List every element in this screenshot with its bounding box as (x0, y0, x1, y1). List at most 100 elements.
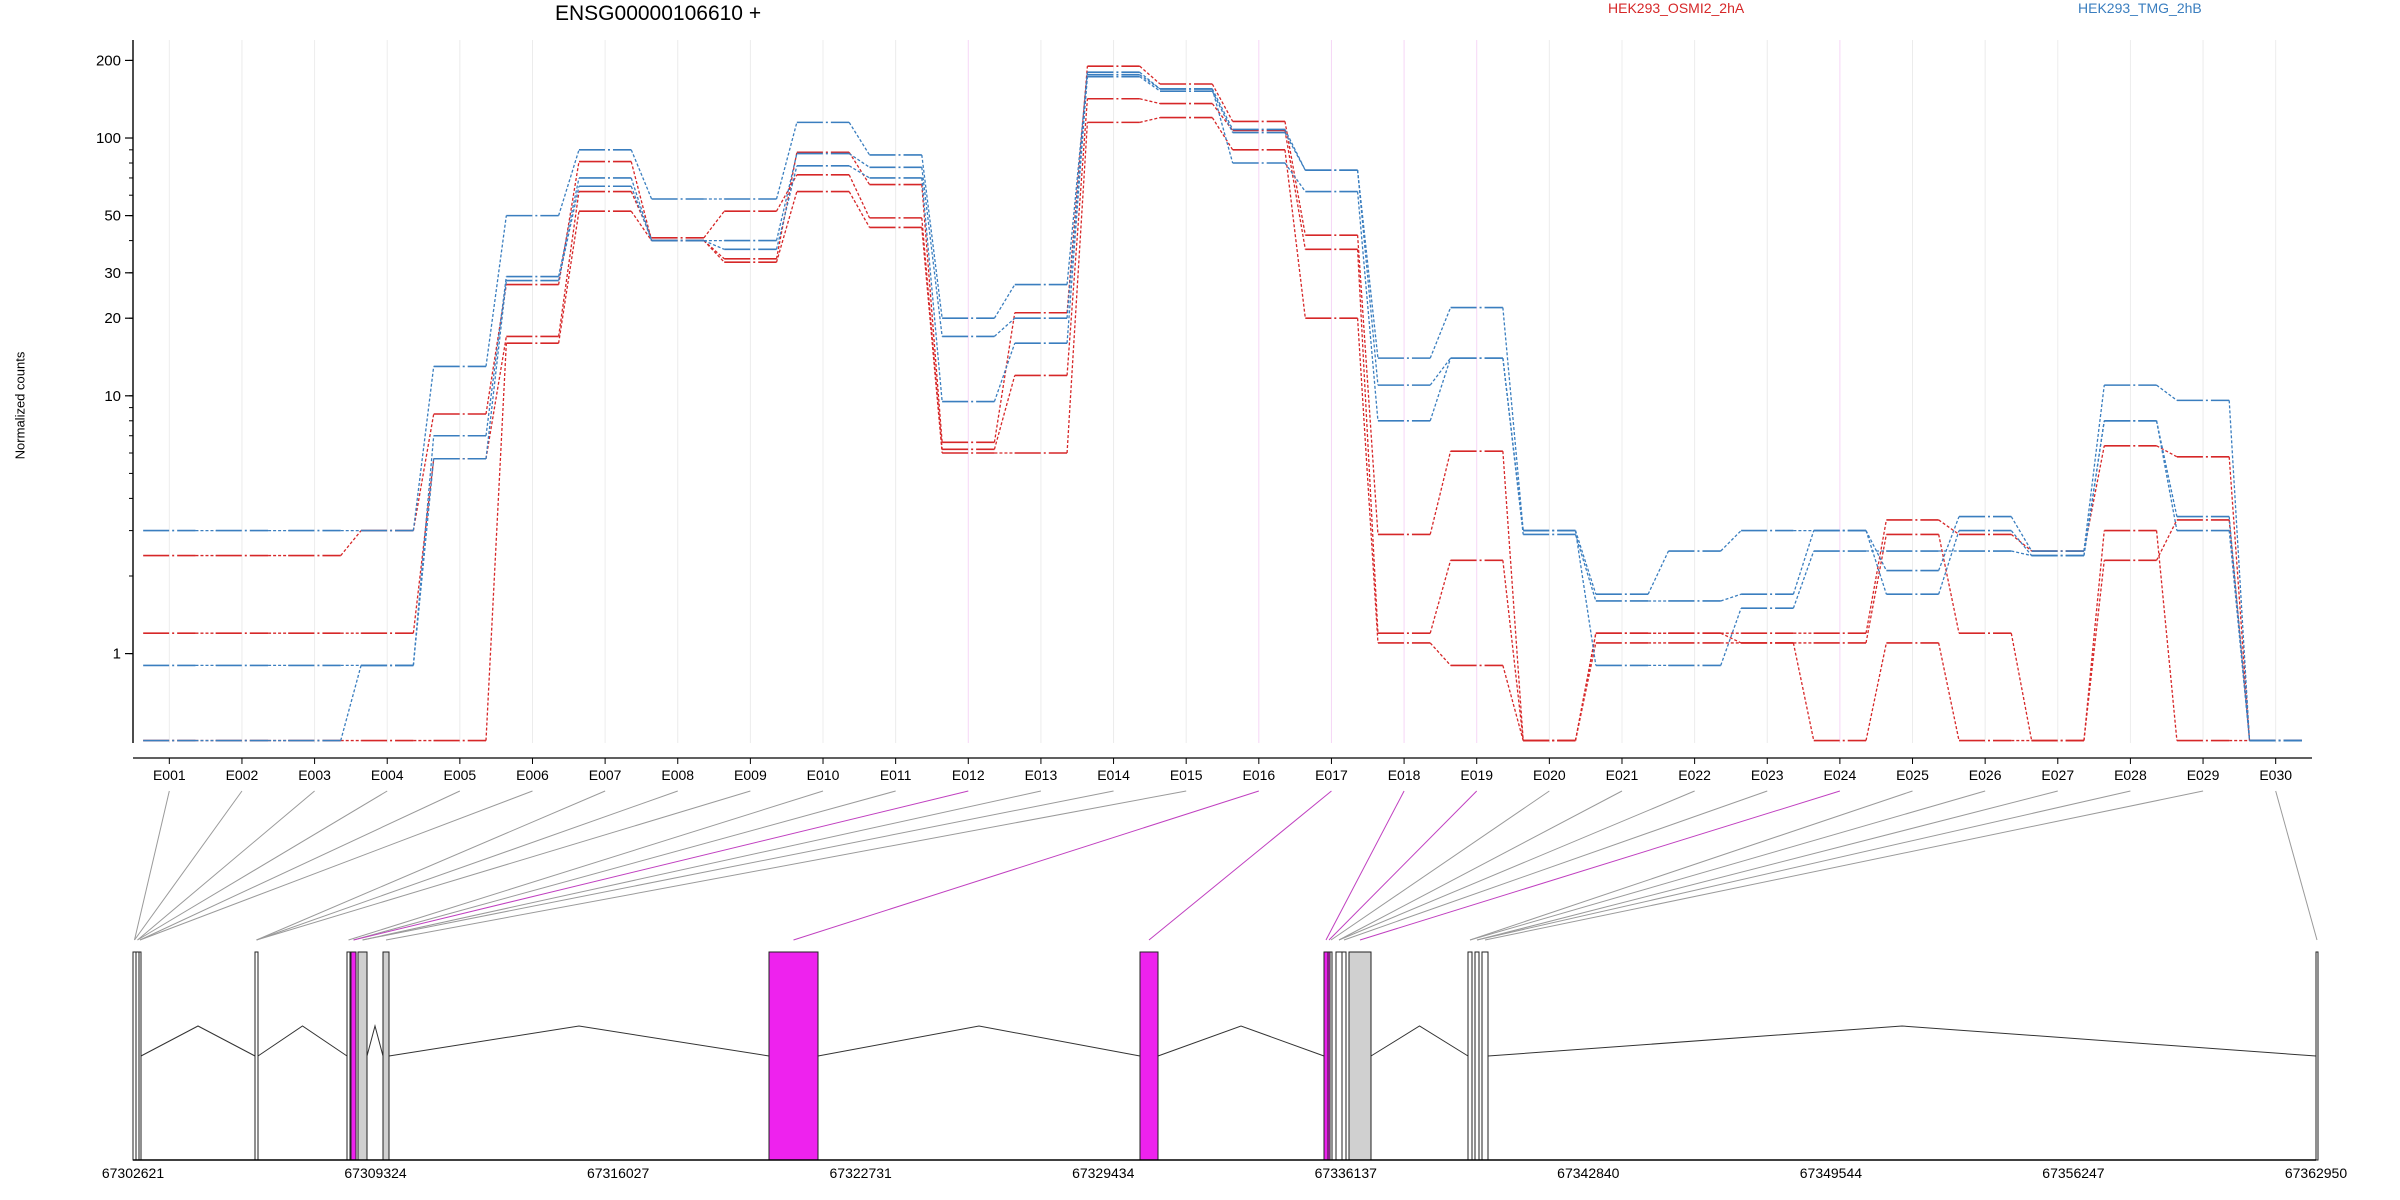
x-tick-label: E003 (298, 767, 331, 783)
count-transition (993, 317, 1016, 337)
exon-connector (1148, 790, 1332, 941)
count-transition (1938, 516, 1960, 571)
count-transition (2228, 456, 2251, 741)
y-tick-label: 100 (96, 130, 121, 147)
count-transition (775, 191, 798, 263)
genome-tick-label: 67329434 (1072, 1165, 1135, 1181)
count-transition (1284, 121, 1306, 236)
count-transition (1720, 607, 1742, 666)
y-tick-label: 50 (104, 208, 121, 225)
count-transition (2010, 633, 2033, 741)
y-tick-label: 200 (96, 52, 121, 69)
count-transition (1574, 642, 1597, 741)
count-transition (1502, 451, 1524, 741)
exon-connector (1343, 790, 1768, 941)
count-transition (2011, 550, 2032, 557)
exon-connector (1359, 790, 1841, 941)
count-transition (1938, 534, 1960, 634)
count-transition (485, 280, 507, 459)
x-tick-label: E013 (1025, 767, 1058, 783)
x-tick-label: E015 (1170, 767, 1203, 783)
count-transition (1429, 560, 1452, 634)
count-transition (630, 149, 653, 200)
y-tick-label: 30 (104, 265, 121, 282)
genome-axis: 67302621 67309324 67316027 67322731 67329434… (102, 1159, 2348, 1181)
exon-connector (348, 790, 824, 941)
x-tick-label: E012 (952, 767, 985, 783)
x-tick-label: E020 (1533, 767, 1566, 783)
count-transition (2083, 420, 2105, 556)
count-transition (1139, 76, 1161, 92)
count-transition (1720, 632, 1742, 644)
exon-connector (1469, 790, 1913, 941)
x-axis: E001 E002 E003 E004 E005 E006 E007 E008 E009 E010… (133, 757, 2312, 783)
count-transition (1574, 633, 1597, 741)
count-transition (1720, 593, 1742, 602)
count-transition (1356, 170, 1379, 359)
exon-box (768, 951, 819, 1161)
count-transition (485, 343, 507, 741)
x-tick-label: E025 (1896, 767, 1929, 783)
count-transition (557, 191, 580, 337)
exon-connector (1338, 790, 1623, 941)
x-tick-label: E010 (807, 767, 840, 783)
grid (168, 40, 2277, 743)
count-transition (1502, 358, 1524, 531)
count-transition (921, 177, 943, 402)
count-transition (1429, 357, 1452, 386)
genome-tick-label: 67362950 (2285, 1165, 2348, 1181)
exon-connector (1330, 790, 1550, 941)
count-transition (1284, 130, 1306, 250)
count-transition (2155, 420, 2178, 531)
x-tick-label: E014 (1097, 767, 1130, 783)
count-transition (2155, 530, 2178, 741)
exon-connector (137, 790, 388, 941)
genome-tick-label: 67309324 (344, 1165, 407, 1181)
intron (366, 1024, 384, 1057)
count-transition (848, 165, 870, 179)
series-group (143, 65, 2302, 742)
count-transition (1211, 83, 1234, 122)
count-transition (921, 154, 943, 319)
x-tick-label: E007 (589, 767, 622, 783)
exon-connector (353, 790, 896, 941)
exon-box (357, 951, 368, 1161)
count-transition (1139, 98, 1161, 105)
count-transition (1429, 357, 1452, 421)
count-transition (340, 530, 362, 556)
count-transition (1792, 550, 1815, 609)
chart-title: ENSG00000106610 + (555, 2, 762, 25)
count-transition (1865, 534, 1888, 644)
count-transition (485, 215, 507, 367)
x-tick-label: E006 (516, 767, 549, 783)
x-tick-label: E030 (2259, 767, 2292, 783)
count-transition (1211, 88, 1234, 130)
count-transition (848, 191, 871, 228)
exon-connector (353, 790, 969, 941)
count-transition (1139, 116, 1161, 124)
count-transition (1574, 530, 1597, 595)
count-transition (412, 413, 435, 531)
count-transition (848, 153, 870, 168)
x-tick-label: E027 (2041, 767, 2074, 783)
gene-model (132, 790, 2319, 1161)
x-tick-label: E008 (661, 767, 694, 783)
count-transition (1066, 98, 1089, 376)
exon-connector (139, 790, 533, 941)
count-transition (630, 161, 653, 241)
count-transition (412, 458, 435, 634)
series-HEK293_OSMI2_2hA (143, 116, 2302, 742)
count-transition (412, 366, 435, 531)
intron (1370, 1025, 1469, 1057)
count-transition (630, 210, 653, 241)
count-transition (1792, 642, 1815, 741)
exon-box (138, 951, 142, 1161)
exon-box (382, 951, 390, 1161)
genome-tick-label: 67336137 (1315, 1165, 1378, 1181)
count-transition (921, 167, 943, 337)
x-tick-label: E019 (1460, 767, 1493, 783)
count-transition (1211, 88, 1234, 164)
count-transition (340, 665, 362, 741)
series-HEK293_TMG_2hB (143, 71, 2302, 742)
count-transition (2083, 385, 2105, 552)
